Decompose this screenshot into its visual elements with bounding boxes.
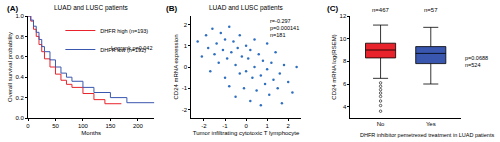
svg-text:6: 6 <box>343 81 347 87</box>
svg-text:-1: -1 <box>182 85 188 91</box>
svg-text:Yes: Yes <box>426 121 436 127</box>
svg-text:-2: -2 <box>201 123 207 129</box>
svg-text:2: 2 <box>287 123 291 129</box>
svg-text:100: 100 <box>78 123 89 129</box>
svg-text:150: 150 <box>105 123 116 129</box>
svg-text:0: 0 <box>26 123 30 129</box>
svg-text:0: 0 <box>244 123 248 129</box>
svg-text:Overall survival probability: Overall survival probability <box>7 32 13 102</box>
svg-text:4: 4 <box>343 104 347 110</box>
svg-text:(C): (C) <box>327 4 338 13</box>
svg-text:Tumor infiltrating cytotoxic T: Tumor infiltrating cytotoxic T lymphocyt… <box>193 130 300 136</box>
svg-text:DHFR low (n=192): DHFR low (n=192) <box>100 47 146 53</box>
svg-text:10: 10 <box>340 36 347 42</box>
svg-text:DHFR inhibitor pemetrexed trea: DHFR inhibitor pemetrexed treatment in L… <box>360 132 494 138</box>
svg-text:0.2: 0.2 <box>15 95 24 101</box>
svg-text:0.4: 0.4 <box>15 74 24 80</box>
svg-text:LUAD and LUSC patients: LUAD and LUSC patients <box>209 4 283 12</box>
svg-text:0.6: 0.6 <box>15 54 24 60</box>
svg-text:-2: -2 <box>182 107 188 113</box>
svg-text:0.8: 0.8 <box>15 34 24 40</box>
svg-text:1.0: 1.0 <box>15 13 24 19</box>
svg-text:CD24 mRNA log(RSEM): CD24 mRNA log(RSEM) <box>331 34 337 99</box>
svg-text:n=57: n=57 <box>424 7 438 13</box>
svg-text:200: 200 <box>133 123 144 129</box>
svg-text:(A): (A) <box>7 4 18 13</box>
svg-text:DHFR high (n=193): DHFR high (n=193) <box>100 28 148 34</box>
svg-text:r=-0.297p=0.000141n=181: r=-0.297p=0.000141n=181 <box>270 18 299 38</box>
svg-text:No: No <box>377 121 385 127</box>
svg-text:n=467: n=467 <box>372 7 390 13</box>
svg-text:0.0: 0.0 <box>15 115 24 121</box>
svg-text:1: 1 <box>265 123 269 129</box>
svg-text:(B): (B) <box>166 4 177 13</box>
svg-text:12: 12 <box>340 13 347 19</box>
svg-text:8: 8 <box>343 58 347 64</box>
svg-text:50: 50 <box>52 123 59 129</box>
svg-text:2: 2 <box>184 22 188 28</box>
svg-text:1: 1 <box>184 43 188 49</box>
svg-text:CD24 mRNA expression: CD24 mRNA expression <box>173 34 179 99</box>
svg-text:Months: Months <box>81 130 101 136</box>
svg-text:LUAD and LUSC patients: LUAD and LUSC patients <box>54 4 128 12</box>
svg-text:Logrank p=0.042: Logrank p=0.042 <box>111 45 152 51</box>
svg-text:p=0.0688n=524: p=0.0688n=524 <box>465 55 488 68</box>
svg-text:-1: -1 <box>222 123 228 129</box>
svg-text:0: 0 <box>184 64 188 70</box>
